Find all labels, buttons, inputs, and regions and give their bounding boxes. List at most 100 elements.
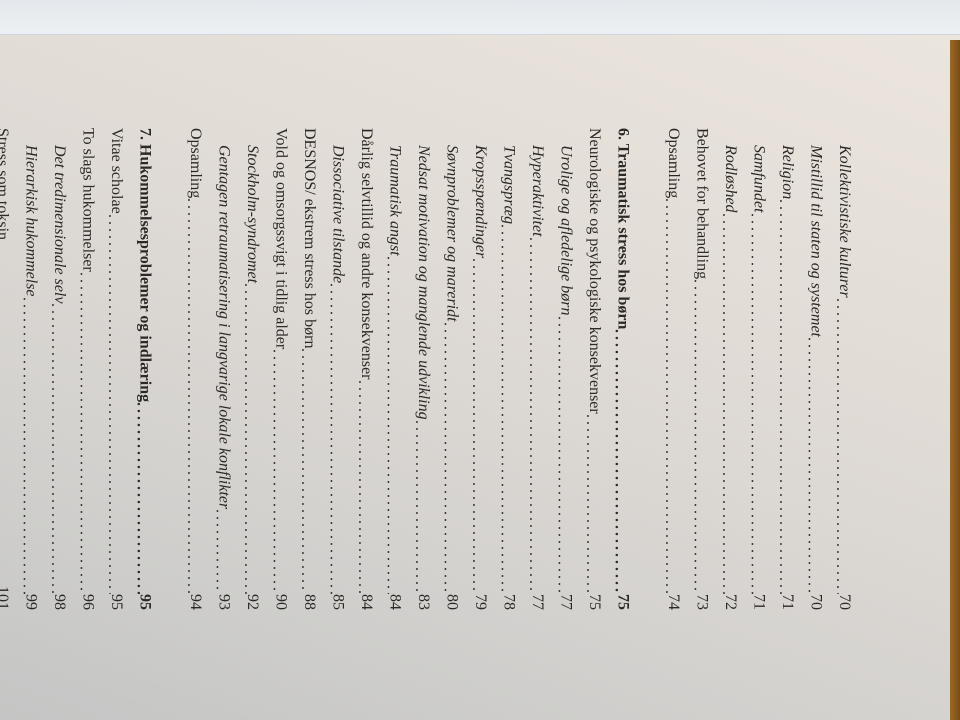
toc-entry: Opsamling...............................… <box>178 128 207 610</box>
toc-entry: Tvangspræg..............................… <box>491 128 520 610</box>
dot-leader: ........................................… <box>713 213 742 594</box>
dot-leader: ........................................… <box>741 213 770 594</box>
dot-leader: ........................................… <box>292 348 321 594</box>
page-number: 83 <box>415 594 432 610</box>
dot-leader: ........................................… <box>577 414 606 594</box>
page-number: 71 <box>750 594 768 610</box>
dot-leader: ........................................… <box>263 349 292 594</box>
entry-title: Traumatisk angst <box>386 145 404 256</box>
entry-title: Opsamling <box>187 128 204 199</box>
dot-leader: ........................................… <box>206 509 235 594</box>
section-gap <box>634 128 656 610</box>
toc-entry: Mistillid til staten og systemet........… <box>798 128 827 610</box>
page-number: 77 <box>529 594 546 610</box>
page-number: 73 <box>693 594 711 610</box>
page-number: 71 <box>779 594 796 610</box>
page-number: 75 <box>586 594 603 610</box>
dot-leader: ........................................… <box>0 240 13 586</box>
page-number: 94 <box>187 594 204 610</box>
page-number: 93 <box>215 594 233 610</box>
toc-entry: Søvnproblemer og mareridt...............… <box>434 128 463 610</box>
entry-title: Vitae scholae <box>108 128 125 214</box>
chapter-heading: 6. Traumatisk stress hos børn...........… <box>605 128 634 610</box>
dot-leader: ........................................… <box>42 303 71 594</box>
entry-title: Hierarkisk hukommelse <box>22 145 40 297</box>
entry-title: Tvangspræg <box>500 145 518 225</box>
entry-title: DESNOS/ ekstrem stress hos børn <box>301 128 318 349</box>
page-number: 85 <box>329 594 347 610</box>
dot-leader: ........................................… <box>406 420 435 594</box>
dot-leader: ........................................… <box>377 256 406 594</box>
entry-title: Gentagen retraumatisering i langvarige l… <box>215 145 233 510</box>
page-number: 78 <box>500 594 518 610</box>
toc-entry: Gentagen retraumatisering i langvarige l… <box>206 128 235 610</box>
page-number: 95 <box>108 594 125 610</box>
entry-title: Dårlig selvtillid og andre konsekvenser <box>358 128 375 380</box>
entry-title: 6. Traumatisk stress hos børn <box>614 128 632 330</box>
toc-entry: Opsamling...............................… <box>656 128 685 610</box>
toc-entry: Kollektivistiske kulturer...............… <box>827 128 856 610</box>
entry-title: Neurologiske og psykologiske konsekvense… <box>586 128 603 414</box>
entry-title: Religion <box>779 145 796 200</box>
toc-entry: Hyperaktivitet..........................… <box>520 128 549 610</box>
dot-leader: ........................................… <box>235 283 264 594</box>
page-number: 101 <box>0 586 11 610</box>
dot-leader: ........................................… <box>548 316 577 595</box>
dot-leader: ........................................… <box>320 283 349 594</box>
book-edge-right <box>950 40 960 720</box>
page-number: 79 <box>472 594 489 610</box>
entry-title: Vold og omsorgssvigt i tidlig alder <box>272 128 290 350</box>
dot-leader: ........................................… <box>434 322 463 594</box>
entry-title: Stockholm-syndromet <box>244 145 261 284</box>
page-number: 84 <box>358 594 375 610</box>
toc-entry: Rodløshed...............................… <box>713 128 742 610</box>
entry-title: Nedsat motivation og manglende udvikling <box>415 145 432 420</box>
dot-leader: ........................................… <box>491 224 520 594</box>
toc-entry: Samfundet...............................… <box>741 128 770 610</box>
entry-title: Dissociative tilstande <box>329 145 347 284</box>
page-number: 90 <box>272 594 290 610</box>
page-number: 84 <box>386 594 404 610</box>
entry-title: Rodløshed <box>722 145 739 213</box>
toc-entry: Behovet for behandling..................… <box>684 128 713 610</box>
toc-entry: Stress som toksin.......................… <box>0 128 13 610</box>
dot-leader: ........................................… <box>178 198 207 594</box>
toc-entry: Traumatisk angst........................… <box>377 128 406 610</box>
entry-title: Urolige og afledelige børn <box>557 145 575 316</box>
toc-entry: Vold og omsorgssvigt i tidlig alder.....… <box>263 128 292 610</box>
dot-leader: ........................................… <box>605 329 634 594</box>
page-number: 70 <box>836 594 853 610</box>
page-number: 92 <box>244 594 261 610</box>
entry-title: Samfundet <box>750 145 768 213</box>
toc-entry: Det tredimensionale selv................… <box>42 128 71 610</box>
entry-title: Opsamling <box>665 128 682 199</box>
page-number: 75 <box>614 594 632 610</box>
page-number: 70 <box>807 594 825 610</box>
dot-leader: ........................................… <box>463 258 492 594</box>
page-number: 98 <box>51 594 68 610</box>
paper-edge-top <box>0 0 960 35</box>
entry-title: To slags hukommelser <box>79 128 97 272</box>
dot-leader: ........................................… <box>99 214 128 594</box>
toc-entry: DESNOS/ ekstrem stress hos børn.........… <box>292 128 321 610</box>
entry-title: Kollektivistiske kulturer <box>836 145 853 298</box>
dot-leader: ........................................… <box>770 199 799 594</box>
dot-leader: ........................................… <box>349 380 378 595</box>
page-number: 77 <box>557 594 575 610</box>
toc-entry: To slags hukommelser....................… <box>70 128 99 610</box>
page-number: 88 <box>301 594 318 610</box>
toc-entry: Neurologiske og psykologiske konsekvense… <box>577 128 606 610</box>
page-number: 72 <box>722 594 739 610</box>
dot-leader: ........................................… <box>656 198 685 594</box>
entry-title: Mistillid til staten og systemet <box>807 145 825 337</box>
toc-entry: Hierarkisk hukommelse...................… <box>13 128 42 610</box>
entry-title: Det tredimensionale selv <box>51 145 68 304</box>
chapter-heading: 7. Hukommelsesproblemer og indlæring....… <box>127 128 156 610</box>
dot-leader: ........................................… <box>70 272 99 594</box>
dot-leader: ........................................… <box>684 279 713 594</box>
page-number: 96 <box>79 594 97 610</box>
toc-entry: Kropsspændinger.........................… <box>463 128 492 610</box>
page-number: 80 <box>443 594 461 610</box>
entry-title: Hyperaktivitet <box>529 145 546 237</box>
toc-entry: Nedsat motivation og manglende udvikling… <box>406 128 435 610</box>
